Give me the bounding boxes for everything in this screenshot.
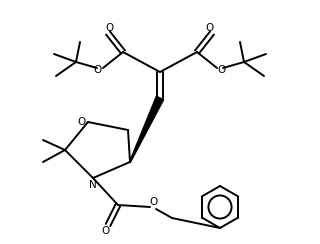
- Text: O: O: [106, 23, 114, 33]
- Text: O: O: [94, 65, 102, 75]
- Polygon shape: [130, 96, 164, 162]
- Text: O: O: [102, 226, 110, 236]
- Text: O: O: [206, 23, 214, 33]
- Text: O: O: [77, 117, 85, 127]
- Text: O: O: [150, 197, 158, 207]
- Text: N: N: [89, 180, 97, 190]
- Text: O: O: [218, 65, 226, 75]
